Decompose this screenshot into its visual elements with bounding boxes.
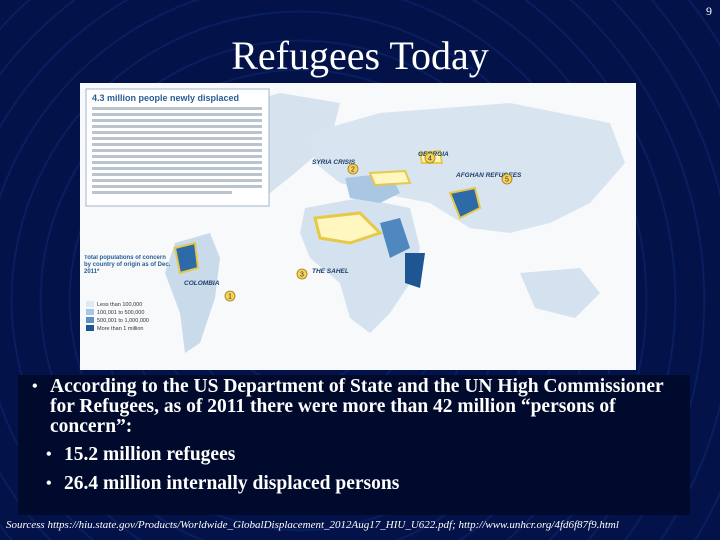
slide-number: 9 (706, 4, 712, 18)
map-marker (501, 173, 513, 185)
map-marker-label: 4 (428, 156, 432, 163)
map-marker (347, 163, 359, 175)
map-marker-label: 5 (505, 177, 509, 184)
legend-label: 100,001 to 500,000 (97, 310, 144, 316)
bullet: According to the US Department of State … (32, 375, 678, 437)
map-marker-label: 2 (351, 167, 355, 174)
map-label: COLOMBIA (184, 280, 220, 287)
map-heading: 4.3 million people newly displaced (92, 93, 239, 103)
legend-swatch (86, 325, 94, 331)
legend-swatch (86, 317, 94, 323)
map-marker (424, 152, 436, 164)
map-label: AFGHAN REFUGEES (455, 172, 522, 179)
map-marker (224, 290, 236, 302)
legend-swatch (86, 309, 94, 315)
map-marker-label: 3 (300, 272, 304, 279)
map-label: SYRIA CRISIS (312, 159, 356, 166)
legend-label: 500,001 to 1,000,000 (97, 318, 149, 324)
map-marker (296, 268, 308, 280)
map-label: THE SAHEL (312, 268, 349, 275)
bullet-box: According to the US Department of State … (18, 375, 690, 515)
legend-label: Less than 100,000 (97, 302, 142, 308)
sub-bullet: 26.4 million internally displaced person… (46, 473, 690, 495)
slide-title: Refugees Today (231, 33, 489, 78)
source: Sourcess https://hiu.state.gov/Products/… (6, 519, 619, 531)
map: 4.3 million people newly displaced Total… (80, 83, 636, 370)
legend-label: More than 1 million (97, 326, 143, 332)
legend-title: Total populations of concern by country … (84, 255, 171, 275)
sub-bullet: 15.2 million refugees (46, 444, 690, 466)
map-marker-label: 1 (228, 294, 232, 301)
legend-swatch (86, 301, 94, 307)
